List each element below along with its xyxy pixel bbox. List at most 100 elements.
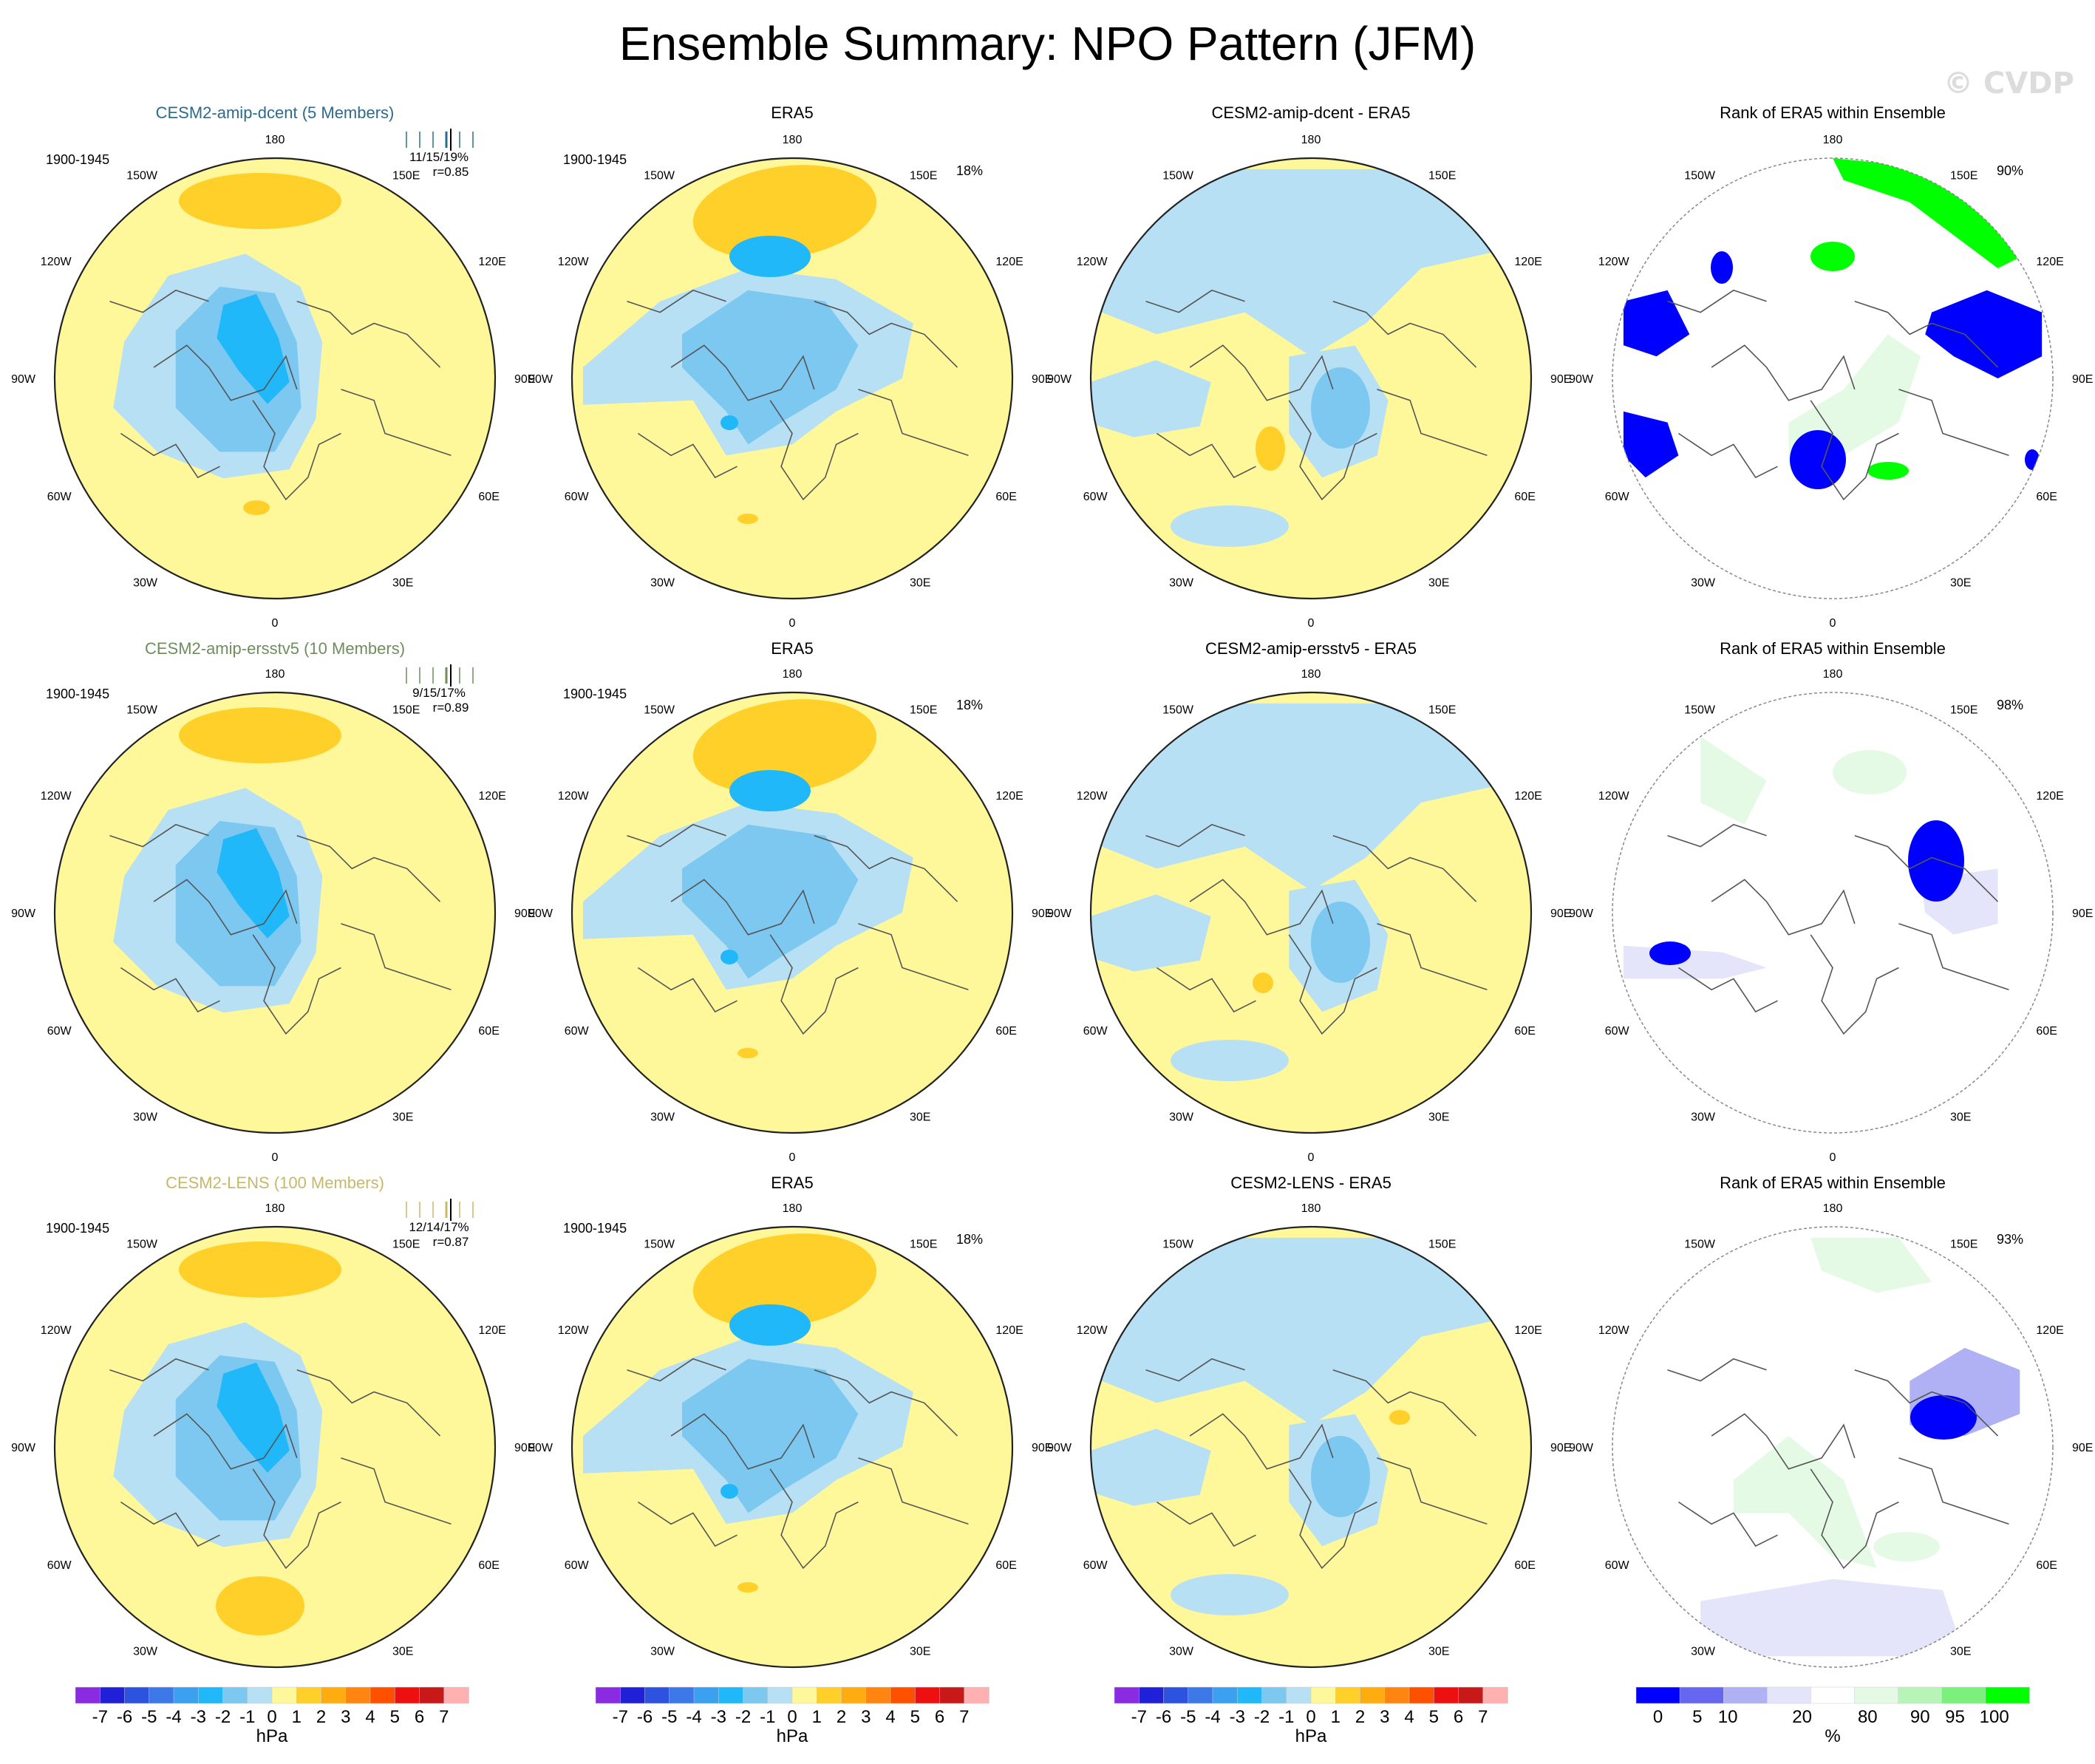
coastline xyxy=(1711,879,1856,936)
colorbar-unit: % xyxy=(1825,1726,1840,1746)
coastline xyxy=(252,934,341,1035)
negative-anomaly-core xyxy=(217,828,290,939)
coastline xyxy=(1288,934,1377,1035)
rank-blue-region xyxy=(1908,820,1964,902)
colorbar-swatch xyxy=(1310,1686,1336,1704)
positive-anomaly-north-pacific xyxy=(692,699,877,794)
negative-anomaly-atlantic xyxy=(1171,1574,1289,1615)
lon-label-60e: 60E xyxy=(2036,1559,2057,1572)
panel-title-rank: Rank of ERA5 within Ensemble xyxy=(1720,639,1946,658)
lon-label-90e: 90E xyxy=(514,1442,535,1454)
lon-label-30w: 30W xyxy=(1169,1645,1194,1658)
colorbar-swatch xyxy=(1941,1686,1986,1704)
colorbar-swatch xyxy=(198,1686,224,1704)
colorbar-tick-label: -5 xyxy=(1180,1707,1196,1727)
coastline xyxy=(1898,389,2009,457)
coastline xyxy=(252,400,341,501)
lon-label-60e: 60E xyxy=(478,1559,499,1572)
map-boundary xyxy=(570,157,1014,600)
colorbar-swatch xyxy=(1482,1686,1508,1704)
map-boundary xyxy=(1089,1225,1533,1669)
colorbar-swatch xyxy=(247,1686,273,1704)
colorbar-tick-label: -6 xyxy=(117,1707,132,1727)
lon-label-90e: 90E xyxy=(514,907,535,920)
colorbar-swatch xyxy=(791,1686,817,1704)
lon-label-150w: 150W xyxy=(126,1239,158,1251)
coastline xyxy=(1156,967,1256,1013)
panel-title-model: CESM2-LENS (100 Members) xyxy=(166,1174,384,1192)
variance-explained: 18% xyxy=(956,163,983,178)
figure-title: Ensemble Summary: NPO Pattern (JFM) xyxy=(619,17,1476,70)
colorbar-swatch xyxy=(865,1686,891,1704)
positive-anomaly-atlantic xyxy=(216,1576,304,1635)
lon-label-90e: 90E xyxy=(1032,1442,1052,1454)
variance-explained: 18% xyxy=(956,1232,983,1247)
rank-blue-region-6 xyxy=(1711,251,1733,284)
lon-label-120e: 120E xyxy=(1514,256,1542,268)
negative-anomaly-pacific xyxy=(1101,1237,1521,1426)
colorbar-swatch xyxy=(1810,1686,1856,1704)
panel-title-model: CESM2-amip-ersstv5 (10 Members) xyxy=(145,639,405,658)
colorbar-swatch xyxy=(419,1686,445,1704)
rank-pale-green-region-3 xyxy=(1873,1532,1940,1562)
coastline xyxy=(1854,1369,1999,1437)
colorbar-tick-label: 10 xyxy=(1718,1707,1738,1727)
lon-label-120w: 120W xyxy=(558,256,590,268)
coastline xyxy=(1667,289,1767,313)
lon-label-150e: 150E xyxy=(1428,170,1456,183)
lon-label-30w: 30W xyxy=(1691,576,1716,589)
coastline xyxy=(1854,834,1999,902)
panel-title-obs: ERA5 xyxy=(771,103,813,122)
lon-label-150w: 150W xyxy=(1162,170,1194,183)
coastline xyxy=(1711,1413,1856,1470)
negative-anomaly-north-america xyxy=(1091,360,1211,437)
model-r2-map: 180 150E 120E 90E 60E 30E 0 30W 60W 90W 120W 150W CE… xyxy=(11,639,535,1164)
colorbar-tick-label: 0 xyxy=(1306,1707,1315,1727)
colorbar-swatch xyxy=(1985,1686,2030,1704)
coastline xyxy=(1332,834,1477,902)
positive-anomaly xyxy=(1253,973,1273,993)
colorbar-swatch xyxy=(1723,1686,1768,1704)
obs-r2-field xyxy=(572,692,1012,1133)
colorbar-swatch xyxy=(222,1686,248,1704)
coastline xyxy=(341,1457,452,1525)
colorbar-tick-label: 90 xyxy=(1910,1707,1930,1727)
lon-label-0: 0 xyxy=(1308,1151,1315,1164)
lon-label-60e: 60E xyxy=(995,1559,1016,1572)
rank-blue-region-3 xyxy=(1530,945,1589,969)
positive-anomaly xyxy=(1256,426,1285,471)
coastline xyxy=(858,923,969,991)
rank-r2-map: 180 150E 120E 90E 60E 30E 0 30W 60W 90W 120W 150W Ra… xyxy=(1530,639,2093,1164)
colorbar-tick-label: -2 xyxy=(735,1707,751,1727)
period-label: 1900-1945 xyxy=(46,152,109,167)
lon-label-60e: 60E xyxy=(995,491,1016,503)
negative-anomaly-mid xyxy=(682,824,859,979)
lon-label-30e: 30E xyxy=(392,1645,413,1658)
colorbar-hpa-1: -7 -6 -5 -4 -3 -2 -1 0 1 2 3 4 5 6 7 hPa xyxy=(75,1686,469,1746)
period-label: 1900-1945 xyxy=(46,687,109,701)
lon-label-120w: 120W xyxy=(1077,256,1108,268)
obs-r1-map: 180 150E 120E 90E 60E 30E 0 30W 60W 90W 120W 150W ER… xyxy=(528,103,1052,630)
lon-label-150w: 150W xyxy=(644,1239,675,1251)
colorbar-swatch xyxy=(1114,1686,1140,1704)
positive-anomaly-atlantic xyxy=(737,514,758,524)
diff-r2-map: 180 150E 120E 90E 60E 30E 0 30W 60W 90W 120W 150W CE… xyxy=(1047,639,1571,1164)
lon-label-60w: 60W xyxy=(565,1025,590,1038)
colorbar-tick-label: -5 xyxy=(661,1707,677,1727)
ensemble-stats: 11/15/19% xyxy=(409,150,469,164)
colorbar-swatch xyxy=(1898,1686,1943,1704)
coastline xyxy=(670,344,815,401)
rank-green-region xyxy=(1833,158,2020,268)
lon-label-180: 180 xyxy=(1823,134,1843,146)
coastline xyxy=(627,823,726,848)
coastline xyxy=(120,967,220,1013)
colorbar-tick-label: 7 xyxy=(439,1707,449,1727)
colorbar-swatch xyxy=(1261,1686,1287,1704)
colorbar-tick-label: 4 xyxy=(885,1707,895,1727)
negative-anomaly-pacific xyxy=(1101,168,1521,357)
lon-label-180: 180 xyxy=(1823,1202,1843,1215)
lon-label-60e: 60E xyxy=(1514,1559,1535,1572)
coastline xyxy=(637,967,737,1013)
colorbar-tick-label: 6 xyxy=(1454,1707,1463,1727)
